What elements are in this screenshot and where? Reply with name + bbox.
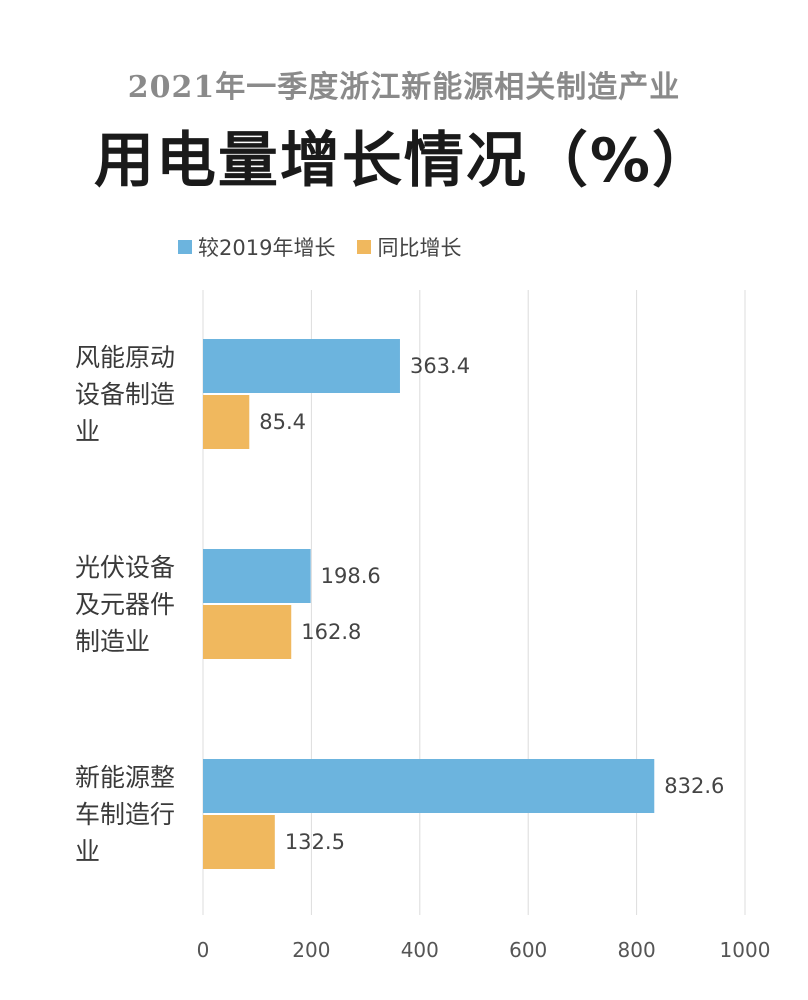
legend-item-series-2: 同比增长	[357, 232, 461, 262]
legend-swatch-series-2	[357, 240, 372, 254]
data-label-yoy-category-2: 162.8	[301, 620, 361, 644]
bar-yoy-category-2	[203, 605, 292, 659]
bar-yoy-category-3	[203, 815, 275, 869]
category-label-3-line-3: 业	[75, 837, 100, 866]
x-tick-label-400: 400	[401, 938, 439, 962]
data-label-vs-2019-category-3: 832.6	[664, 774, 724, 798]
category-label-2-line-1: 光伏设备	[75, 553, 175, 582]
data-label-yoy-category-3: 132.5	[285, 830, 345, 854]
chart-subtitle: 2021年一季度浙江新能源相关制造产业	[127, 70, 681, 105]
data-label-vs-2019-category-1: 363.4	[410, 354, 470, 378]
data-label-yoy-category-1: 85.4	[259, 410, 306, 434]
bar-vs-2019-category-2	[203, 549, 311, 603]
chart-title: 用电量增长情况（%）	[93, 126, 715, 196]
bar-vs-2019-category-1	[203, 339, 400, 393]
legend-label-series-1: 较2019年增长	[198, 236, 336, 260]
category-label-3-line-1: 新能源整	[75, 763, 175, 792]
category-label-1-line-2: 设备制造	[75, 380, 175, 409]
legend-label-series-2: 同比增长	[377, 236, 462, 260]
category-label-1-line-3: 业	[75, 417, 100, 446]
legend: 较2019年增长 同比增长	[178, 232, 483, 262]
x-tick-label-800: 800	[618, 938, 656, 962]
x-tick-label-200: 200	[292, 938, 330, 962]
bar-yoy-category-1	[203, 395, 250, 449]
x-tick-label-600: 600	[509, 938, 547, 962]
category-label-1-line-1: 风能原动	[75, 343, 175, 372]
legend-item-series-1: 较2019年增长	[178, 232, 335, 262]
category-label-2-line-3: 制造业	[75, 627, 150, 656]
bar-vs-2019-category-3	[203, 759, 655, 813]
data-label-vs-2019-category-2: 198.6	[321, 564, 381, 588]
x-tick-label-1000: 1000	[720, 938, 771, 962]
category-label-3-line-2: 车制造行	[75, 800, 175, 829]
legend-swatch-series-1	[178, 240, 192, 254]
x-tick-label-0: 0	[197, 938, 210, 962]
category-label-2-line-2: 及元器件	[75, 590, 175, 619]
